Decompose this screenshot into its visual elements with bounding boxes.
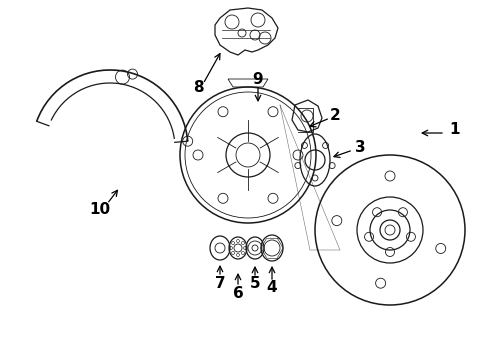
- Text: 6: 6: [233, 285, 244, 301]
- Text: 8: 8: [193, 81, 203, 95]
- Text: 1: 1: [450, 122, 460, 138]
- Text: 4: 4: [267, 280, 277, 296]
- Text: 2: 2: [330, 108, 341, 122]
- Text: 7: 7: [215, 275, 225, 291]
- Text: 10: 10: [90, 202, 111, 217]
- Text: 9: 9: [253, 72, 263, 87]
- Text: 3: 3: [355, 140, 366, 156]
- Text: 5: 5: [250, 275, 260, 291]
